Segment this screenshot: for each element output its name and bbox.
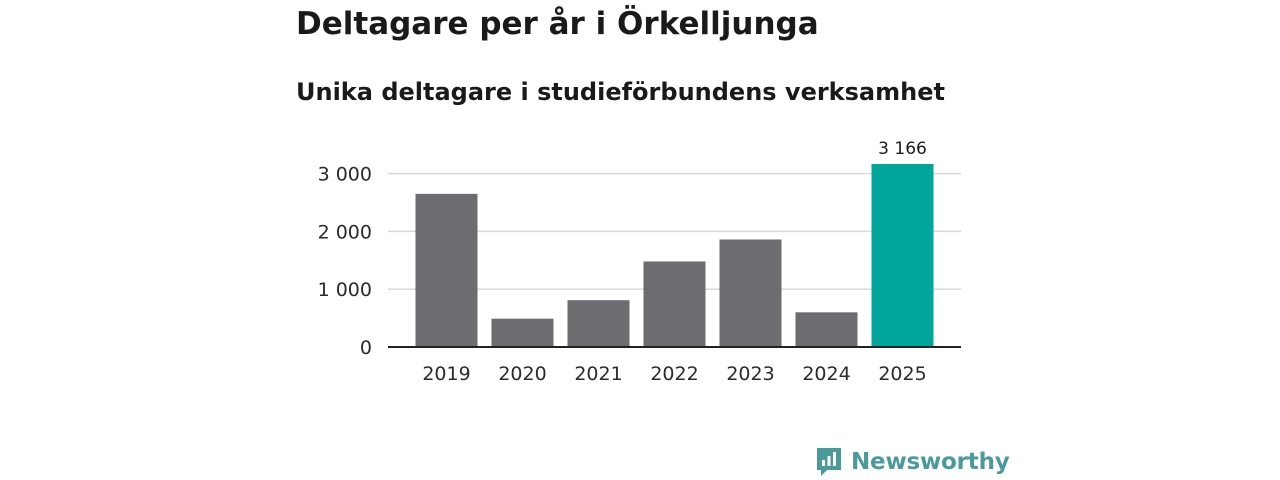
y-axis-tick-labels: 0 1 000 2 000 3 000 [318,164,372,359]
bar-2024 [795,312,858,347]
y-tick-label: 3 000 [318,164,372,186]
bar-2022 [643,261,706,347]
x-tick-label-2020: 2020 [498,363,546,385]
newsworthy-logo-icon [817,448,841,476]
x-tick-label-2024: 2024 [802,363,850,385]
bar-2023 [719,239,782,347]
chart-subtitle: Unika deltagare i studieförbundens verks… [296,78,945,106]
y-tick-label: 1 000 [318,279,372,301]
data-label: 3 166 [878,139,927,159]
y-tick-label: 2 000 [318,221,372,243]
x-tick-label-2022: 2022 [650,363,698,385]
y-tick-label: 0 [360,337,372,359]
x-tick-label-2025: 2025 [878,363,926,385]
brand-logo: Newsworthy [815,446,1010,478]
bar-2019 [415,193,478,347]
brand-name: Newsworthy [851,449,1010,475]
chart-title: Deltagare per år i Örkelljunga [296,6,819,42]
bar-2021 [567,300,630,347]
data-labels: 3 166 [878,139,927,159]
x-axis-tick-labels: 2019 2020 2021 2022 2023 2024 2025 [422,363,926,385]
x-tick-label-2023: 2023 [726,363,774,385]
x-tick-label-2021: 2021 [574,363,622,385]
bar-2020 [491,318,554,347]
bar-2025 [871,164,934,347]
bars [415,164,934,347]
x-tick-label-2019: 2019 [422,363,470,385]
